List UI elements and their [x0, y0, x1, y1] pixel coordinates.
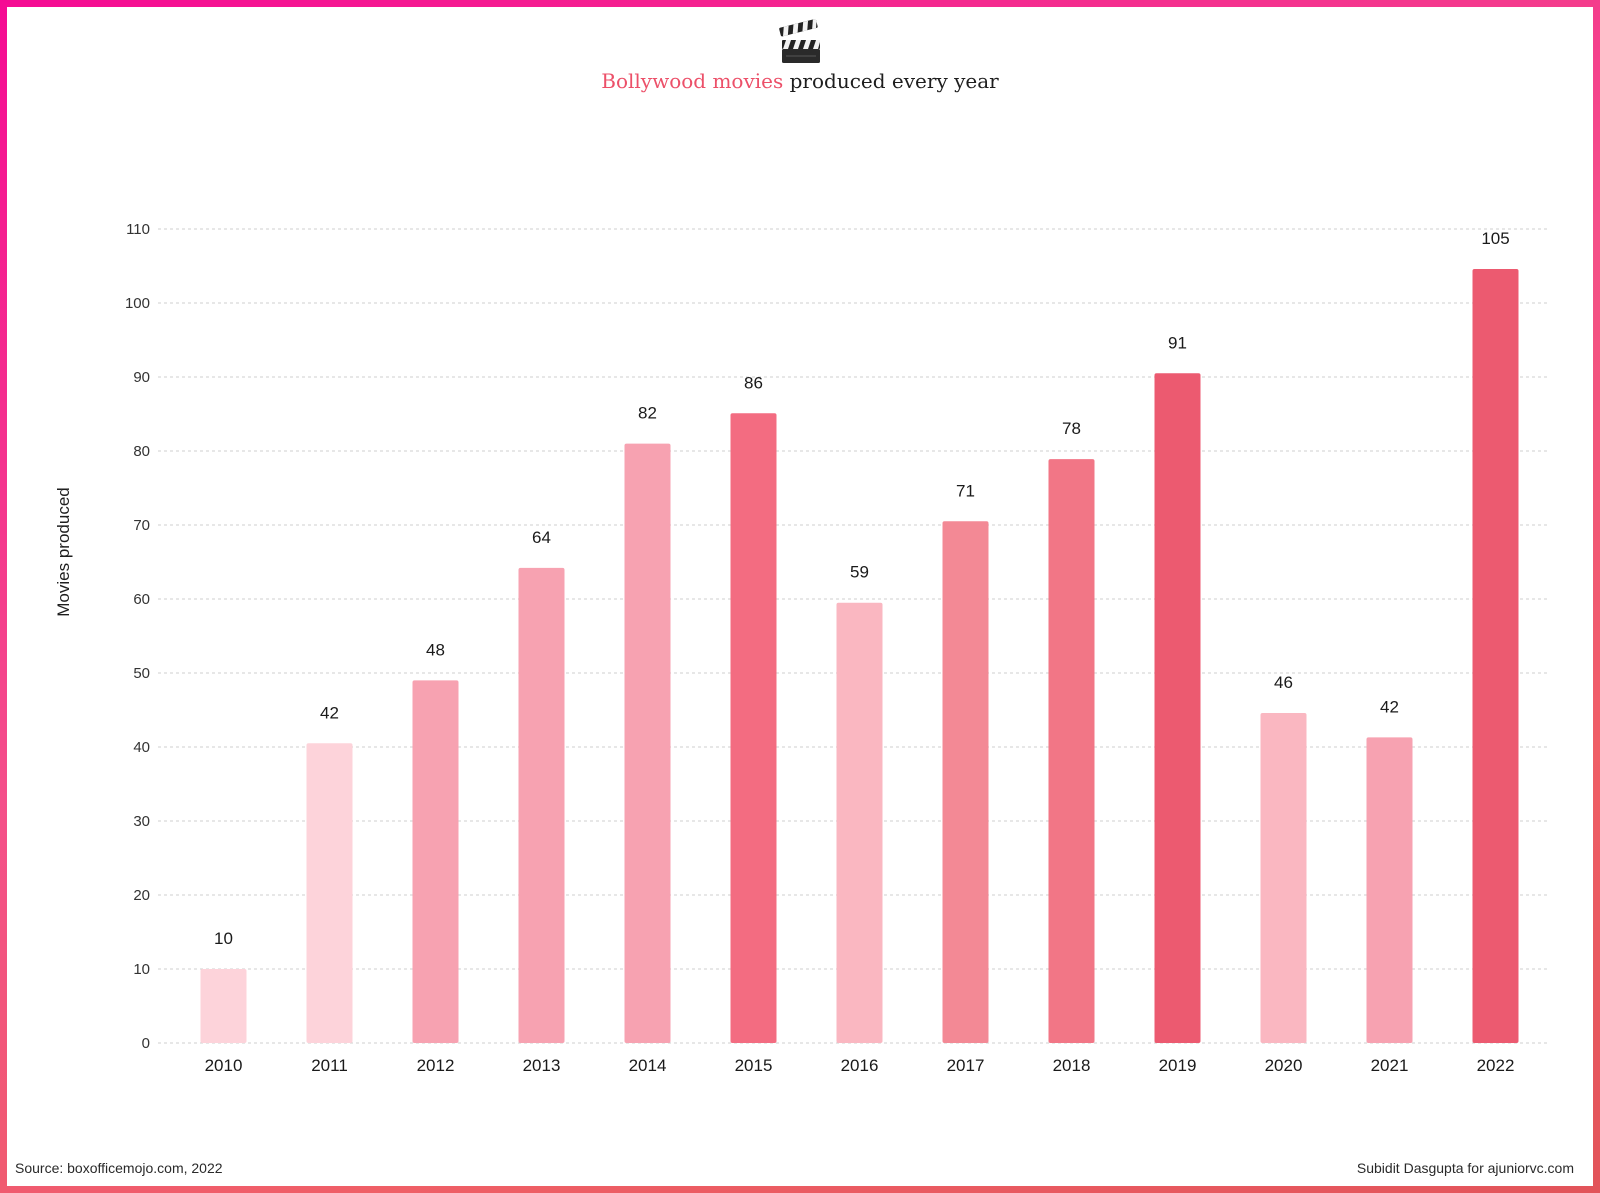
chart-title: Bollywood movies produced every year [0, 69, 1600, 93]
x-tick-label: 2015 [735, 1056, 773, 1075]
x-tick-label: 2018 [1053, 1056, 1091, 1075]
y-axis-ticks: 0 10 20 30 40 50 60 70 80 90 100 110 [125, 221, 150, 1052]
x-tick-label: 2019 [1159, 1056, 1197, 1075]
y-tick-label: 90 [133, 369, 150, 386]
clapperboard-icon [779, 18, 820, 63]
bar-2019 [1154, 373, 1201, 1043]
x-tick-label: 2017 [947, 1056, 985, 1075]
source-note: Source: boxofficemojo.com, 2022 [15, 1160, 223, 1176]
data-label-2011: 42 [320, 703, 339, 722]
bar-2016 [836, 602, 883, 1043]
data-label-2014: 82 [638, 404, 657, 423]
y-tick-label: 110 [126, 221, 150, 238]
author-credit: Subidit Dasgupta for ajuniorvc.com [1356, 1160, 1574, 1176]
x-tick-label: 2013 [523, 1056, 561, 1075]
y-tick-label: 40 [133, 739, 150, 756]
bar-2011 [306, 743, 353, 1043]
bar-2015 [730, 413, 777, 1043]
bar-2010 [200, 969, 247, 1043]
data-label-2012: 48 [426, 640, 445, 659]
bar-2017 [942, 521, 989, 1043]
y-axis-label: Movies produced [54, 487, 73, 616]
y-tick-label: 10 [133, 961, 150, 978]
x-tick-label: 2016 [841, 1056, 879, 1075]
bar-2021 [1366, 737, 1413, 1043]
y-tick-label: 50 [133, 665, 150, 682]
y-tick-label: 100 [125, 295, 150, 312]
header [0, 18, 1600, 69]
y-tick-label: 30 [133, 813, 150, 830]
bar-2022 [1472, 268, 1519, 1044]
data-label-2021: 42 [1380, 697, 1399, 716]
y-tick-label: 70 [133, 517, 150, 534]
data-label-2019: 91 [1168, 333, 1187, 352]
x-tick-label: 2022 [1477, 1056, 1515, 1075]
chart-frame [7, 7, 1593, 1186]
data-label-2018: 78 [1062, 419, 1081, 438]
x-tick-label: 2011 [311, 1056, 348, 1075]
chart-title-rest: produced every year [783, 69, 999, 93]
bar-2013 [518, 567, 565, 1043]
data-label-2010: 10 [214, 929, 233, 948]
data-labels: 10 42 48 64 82 86 59 71 78 91 46 42 105 [214, 229, 1510, 948]
data-label-2015: 86 [744, 373, 763, 392]
y-tick-label: 80 [133, 443, 150, 460]
bar-2012 [412, 680, 459, 1043]
data-label-2022: 105 [1481, 229, 1509, 248]
x-tick-label: 2021 [1371, 1056, 1409, 1075]
chart-title-highlight: Bollywood movies [601, 69, 784, 93]
data-label-2017: 71 [956, 481, 975, 500]
x-tick-label: 2014 [629, 1056, 667, 1075]
x-tick-label: 2010 [205, 1056, 243, 1075]
bars [200, 268, 1519, 1044]
x-tick-label: 2020 [1265, 1056, 1303, 1075]
bar-2014 [624, 443, 671, 1044]
bar-2020 [1260, 712, 1307, 1043]
y-tick-label: 0 [142, 1035, 150, 1052]
x-tick-label: 2012 [417, 1056, 455, 1075]
data-label-2020: 46 [1274, 673, 1293, 692]
bar-2018 [1048, 459, 1095, 1043]
data-label-2016: 59 [850, 563, 869, 582]
y-tick-label: 20 [133, 887, 150, 904]
x-axis-ticks: 2010 2011 2012 2013 2014 2015 2016 2017 2018 2019… [205, 1056, 1515, 1075]
y-tick-label: 60 [133, 591, 150, 608]
gridlines [158, 228, 1548, 1044]
data-label-2013: 64 [532, 528, 551, 547]
